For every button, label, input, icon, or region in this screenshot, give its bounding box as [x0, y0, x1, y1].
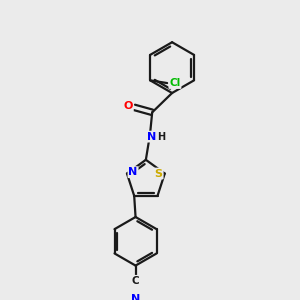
- Text: N: N: [128, 167, 138, 177]
- Text: O: O: [124, 101, 133, 111]
- Text: C: C: [132, 276, 140, 286]
- Text: S: S: [155, 169, 163, 178]
- Text: H: H: [157, 132, 165, 142]
- Text: N: N: [147, 132, 156, 142]
- Text: N: N: [131, 294, 140, 300]
- Text: Cl: Cl: [169, 78, 181, 88]
